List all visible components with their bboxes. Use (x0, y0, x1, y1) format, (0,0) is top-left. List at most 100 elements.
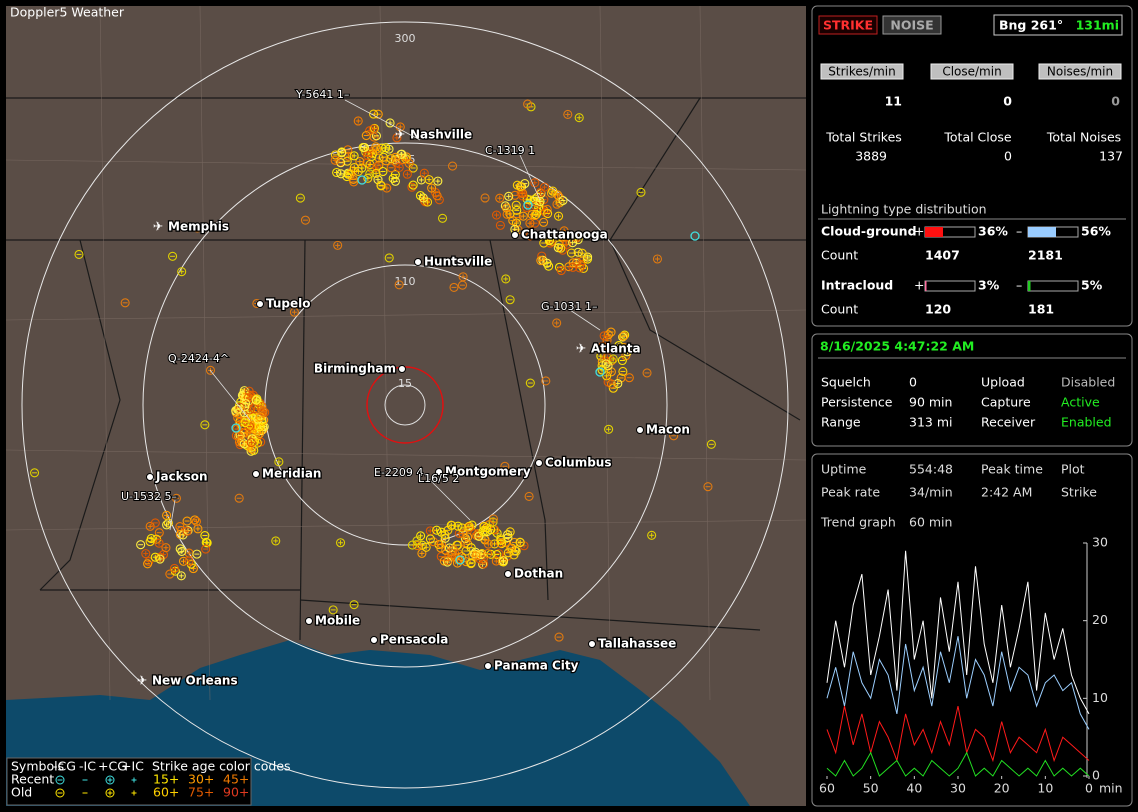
strike-symbol (503, 548, 513, 558)
city-label[interactable]: Pensacola (379, 631, 450, 648)
stats-cell: Peak time (981, 462, 1043, 477)
city-dot (504, 570, 512, 578)
city-label[interactable]: Panama City (493, 657, 580, 674)
strike-symbol (402, 169, 412, 179)
strike-symbol (143, 559, 153, 569)
strike-symbol (237, 437, 247, 447)
strike-symbol (168, 251, 178, 261)
strike-symbol (419, 168, 429, 178)
strike-button[interactable] (818, 15, 878, 35)
strike-symbol (491, 556, 501, 566)
strike-symbol (518, 191, 528, 201)
x-tick-label: 0 (1085, 781, 1093, 796)
strike-symbol (254, 423, 264, 433)
x-tick-label: 40 (906, 781, 922, 796)
strike-symbol (235, 402, 245, 412)
info-cell: 90 min (909, 395, 952, 410)
strike-symbol (602, 352, 612, 362)
x-axis-label: min (1099, 781, 1123, 796)
city-label[interactable]: Meridian (261, 465, 323, 482)
strike-symbol (394, 280, 404, 290)
city-label[interactable]: Memphis (167, 218, 230, 235)
strike-symbol (618, 331, 629, 341)
y-tick-label: 10 (1092, 690, 1108, 705)
strike-symbol (552, 318, 562, 328)
strike-symbol (503, 530, 513, 540)
city-label[interactable]: Dothan (513, 565, 565, 582)
city-label[interactable]: Columbus (544, 454, 613, 471)
strike-symbol (249, 404, 259, 414)
city-label[interactable]: Tallahassee (597, 635, 678, 652)
strike-symbol (495, 220, 505, 230)
strike-symbol (171, 493, 182, 503)
city-label[interactable]: Huntsville (423, 253, 494, 270)
strike-symbol (336, 158, 346, 168)
city-label[interactable]: Chattanooga (520, 226, 609, 243)
noise-button-label[interactable]: NOISE (890, 18, 933, 33)
strike-symbol (136, 540, 146, 550)
strike-symbol (412, 536, 422, 546)
city-label[interactable]: Nashville (409, 126, 474, 143)
strike-symbol (458, 272, 468, 282)
storm-track (419, 469, 471, 521)
legend-header: -IC (79, 759, 96, 774)
strike-symbol (561, 236, 571, 246)
city-label[interactable]: New Orleans (151, 672, 239, 689)
city-label[interactable]: Jackson (154, 468, 209, 485)
total-label: Total Close (943, 130, 1012, 145)
strike-symbol (563, 109, 573, 119)
strike-button-label[interactable]: STRIKE (823, 18, 873, 33)
city-label[interactable]: Montgomery (444, 463, 532, 480)
strike-symbol (539, 238, 549, 248)
strike-symbol (408, 180, 418, 190)
type-name: Cloud-ground (821, 224, 917, 239)
percent-label: 36% (978, 224, 1008, 239)
strike-symbol (372, 144, 382, 154)
city-dot (435, 468, 443, 476)
city-label[interactable]: Birmingham (313, 360, 398, 377)
strike-symbol (652, 254, 663, 264)
strike-symbol (500, 201, 510, 211)
rate-label-box (930, 63, 1014, 80)
percent-label: 3% (978, 278, 1000, 293)
noise-button[interactable] (882, 15, 942, 35)
strike-symbol (523, 99, 533, 109)
strike-symbol (608, 354, 618, 364)
strike-symbol (476, 550, 486, 560)
stats-cell: 2:42 AM (981, 485, 1032, 500)
info-cell: Capture (981, 395, 1031, 410)
strike-symbol (154, 528, 164, 538)
city-label[interactable]: Atlanta (590, 340, 642, 357)
x-tick-label: 10 (1037, 781, 1053, 796)
strike-symbol (201, 537, 211, 547)
strike-symbol (602, 335, 612, 345)
city-label[interactable]: Tupelo (265, 295, 312, 312)
strike-symbol (155, 554, 165, 564)
count-value: 120 (925, 302, 951, 317)
city-label[interactable]: Mobile (314, 612, 362, 629)
strike-symbol (295, 193, 305, 203)
strike-symbol (200, 420, 210, 430)
strike-symbol (536, 256, 546, 266)
strike-symbol (515, 537, 525, 547)
city-label[interactable]: Macon (645, 421, 691, 438)
rate-label-box (1038, 63, 1122, 80)
airport-icon: ✈ (137, 673, 147, 688)
legend-age: 30+ (188, 772, 214, 787)
strike-symbol (371, 168, 381, 178)
strike-symbol (525, 231, 535, 241)
strike-symbol (333, 240, 343, 250)
x-tick-label: 50 (863, 781, 879, 796)
strike-symbol (564, 262, 574, 272)
percent-bar (925, 227, 943, 237)
total-label: Total Noises (1046, 130, 1121, 145)
strike-symbol (520, 179, 530, 189)
info-cell: 0 (909, 375, 917, 390)
strike-symbol (511, 200, 521, 210)
strike-symbol (495, 193, 505, 203)
recent-strike (357, 175, 367, 185)
strike-symbol (401, 152, 412, 162)
strike-symbol (437, 213, 448, 223)
strike-symbol (466, 559, 476, 569)
